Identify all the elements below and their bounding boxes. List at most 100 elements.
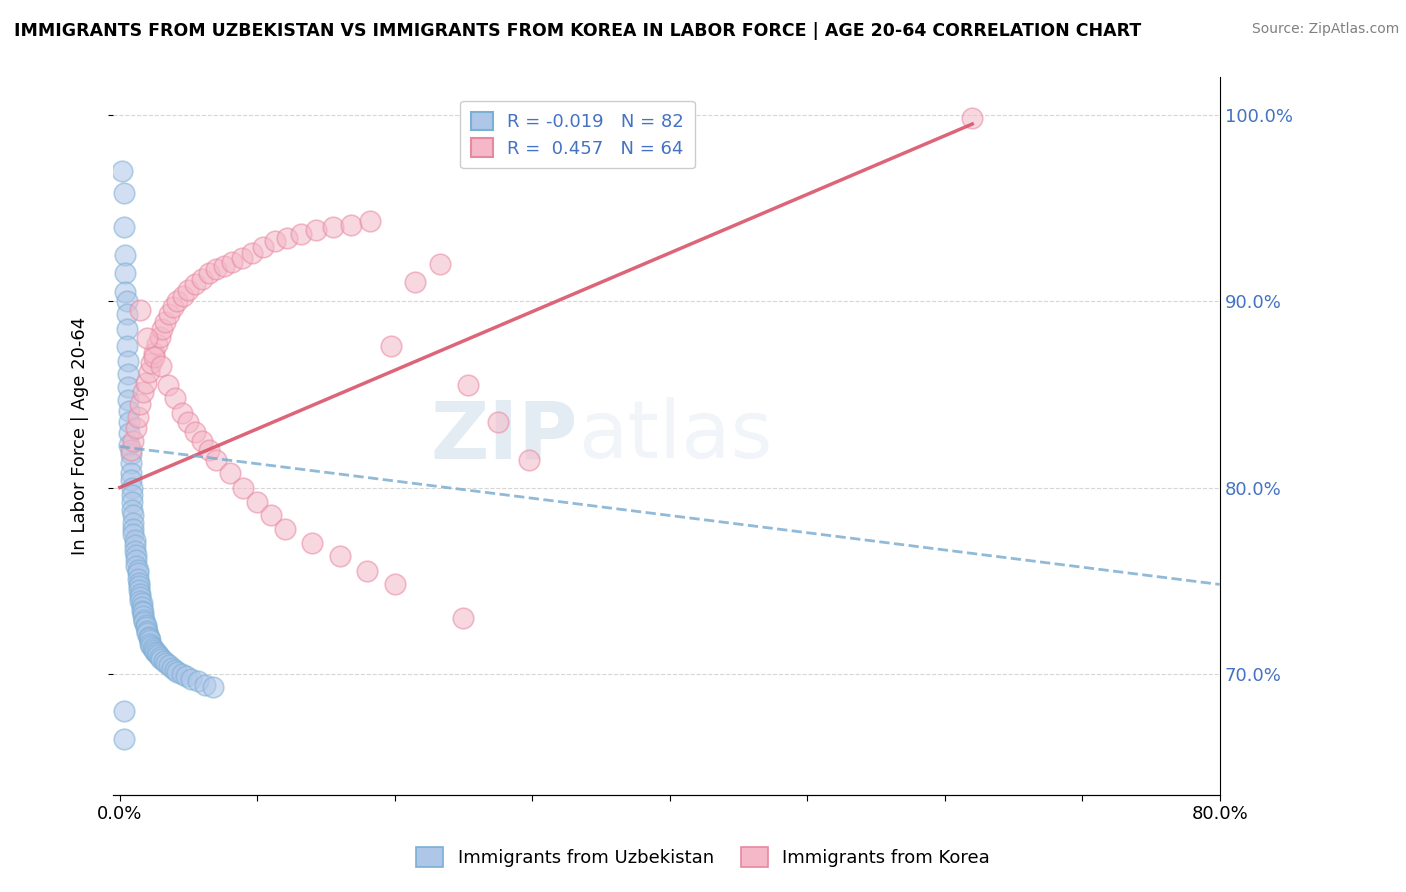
Point xyxy=(276,231,298,245)
Point xyxy=(138,365,160,379)
Point xyxy=(404,276,426,290)
Point xyxy=(120,447,142,461)
Point xyxy=(120,443,142,458)
Point xyxy=(322,219,344,234)
Point xyxy=(305,223,328,237)
Point xyxy=(120,456,142,470)
Point xyxy=(131,596,153,610)
Point xyxy=(124,533,146,547)
Point xyxy=(117,353,139,368)
Point xyxy=(339,218,361,232)
Point xyxy=(118,426,141,441)
Point xyxy=(121,481,143,495)
Legend: Immigrants from Uzbekistan, Immigrants from Korea: Immigrants from Uzbekistan, Immigrants f… xyxy=(409,839,997,874)
Point xyxy=(122,527,145,541)
Point xyxy=(329,549,352,564)
Point xyxy=(131,599,153,614)
Point xyxy=(384,577,406,591)
Point xyxy=(146,647,169,661)
Point xyxy=(218,466,240,480)
Y-axis label: In Labor Force | Age 20-64: In Labor Force | Age 20-64 xyxy=(72,318,89,556)
Point xyxy=(124,544,146,558)
Point xyxy=(132,609,155,624)
Point xyxy=(115,339,138,353)
Point xyxy=(132,385,155,400)
Point xyxy=(127,572,149,586)
Point xyxy=(191,434,214,448)
Point xyxy=(264,235,287,249)
Point xyxy=(129,594,152,608)
Point xyxy=(453,611,475,625)
Point xyxy=(221,255,243,269)
Point xyxy=(114,266,136,280)
Point xyxy=(122,516,145,530)
Point xyxy=(166,294,188,309)
Point xyxy=(177,415,200,429)
Point xyxy=(125,558,148,573)
Point xyxy=(118,404,141,418)
Point xyxy=(143,346,166,360)
Point xyxy=(122,508,145,523)
Point xyxy=(187,674,209,689)
Point xyxy=(170,406,193,420)
Point xyxy=(157,657,180,672)
Point xyxy=(122,522,145,536)
Point xyxy=(205,262,228,277)
Point xyxy=(122,434,145,448)
Point xyxy=(170,667,193,681)
Point xyxy=(115,294,138,309)
Point xyxy=(138,630,160,644)
Point xyxy=(117,392,139,407)
Point xyxy=(274,522,297,536)
Point xyxy=(136,626,159,640)
Point xyxy=(131,603,153,617)
Point xyxy=(486,415,509,429)
Point xyxy=(356,565,378,579)
Point xyxy=(149,359,172,374)
Point xyxy=(135,618,157,632)
Text: ZIP: ZIP xyxy=(430,397,578,475)
Point xyxy=(127,409,149,424)
Point xyxy=(117,380,139,394)
Point xyxy=(125,548,148,562)
Point xyxy=(114,247,136,261)
Point xyxy=(172,288,194,302)
Point xyxy=(128,575,150,590)
Point xyxy=(129,303,152,318)
Point xyxy=(111,163,134,178)
Point xyxy=(121,503,143,517)
Point xyxy=(160,661,183,675)
Point xyxy=(301,536,323,550)
Point xyxy=(129,591,152,605)
Point xyxy=(246,495,269,509)
Point xyxy=(148,648,170,663)
Point xyxy=(260,508,283,523)
Point xyxy=(232,481,254,495)
Point xyxy=(135,620,157,634)
Point xyxy=(114,285,136,299)
Point xyxy=(143,642,166,657)
Point xyxy=(149,652,172,666)
Point xyxy=(120,473,142,487)
Point xyxy=(146,337,169,351)
Point xyxy=(960,112,983,126)
Point xyxy=(162,300,184,314)
Point xyxy=(139,633,162,648)
Point xyxy=(457,378,479,392)
Point xyxy=(136,331,159,345)
Point xyxy=(212,259,235,273)
Point xyxy=(115,322,138,336)
Point xyxy=(152,654,174,668)
Point xyxy=(143,350,166,364)
Point xyxy=(166,665,188,679)
Point xyxy=(231,252,253,266)
Point xyxy=(155,656,177,670)
Point xyxy=(112,219,135,234)
Point xyxy=(177,283,200,297)
Point xyxy=(139,637,162,651)
Point xyxy=(112,704,135,718)
Point xyxy=(134,613,156,627)
Point xyxy=(252,240,274,254)
Point xyxy=(121,495,143,509)
Text: IMMIGRANTS FROM UZBEKISTAN VS IMMIGRANTS FROM KOREA IN LABOR FORCE | AGE 20-64 C: IMMIGRANTS FROM UZBEKISTAN VS IMMIGRANTS… xyxy=(14,22,1142,40)
